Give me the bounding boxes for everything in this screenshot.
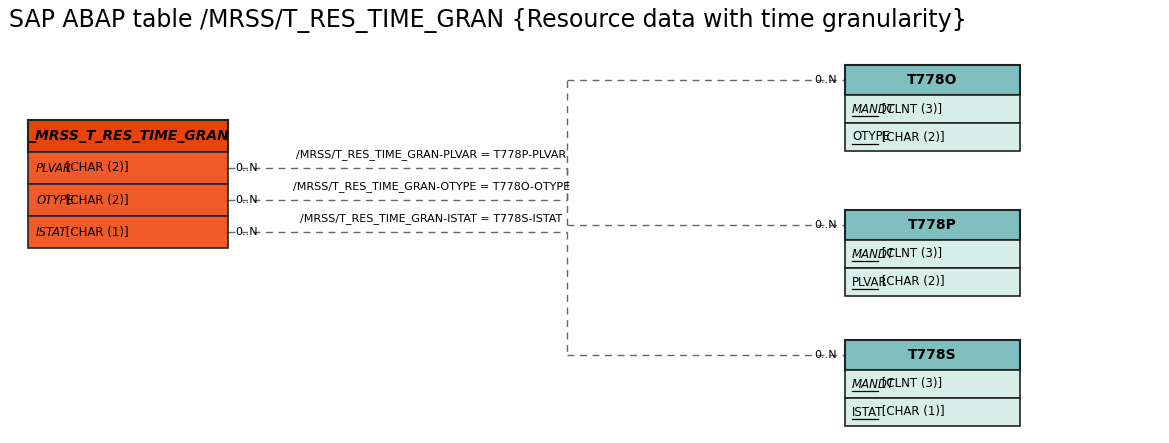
Text: [CLNT (3)]: [CLNT (3)]: [878, 248, 942, 260]
Bar: [844, 398, 1021, 426]
Text: MANDT: MANDT: [852, 248, 895, 260]
Bar: [844, 95, 1021, 123]
Text: [CHAR (2)]: [CHAR (2)]: [878, 276, 945, 288]
Bar: [844, 210, 1021, 240]
Bar: [844, 123, 1021, 151]
Text: [CHAR (2)]: [CHAR (2)]: [878, 131, 945, 144]
Text: ISTAT: ISTAT: [36, 225, 68, 238]
Text: /MRSS/T_RES_TIME_GRAN-OTYPE = T778O-OTYPE: /MRSS/T_RES_TIME_GRAN-OTYPE = T778O-OTYP…: [292, 181, 569, 192]
Text: OTYPE [CHAR (2)]: OTYPE [CHAR (2)]: [852, 131, 956, 144]
Text: 0..N: 0..N: [815, 220, 837, 230]
Text: PLVAR: PLVAR: [852, 276, 887, 288]
Text: MANDT [CLNT (3)]: MANDT [CLNT (3)]: [852, 248, 960, 260]
Text: OTYPE: OTYPE: [36, 194, 74, 206]
Text: [CLNT (3)]: [CLNT (3)]: [878, 102, 942, 116]
Text: [CLNT (3)]: [CLNT (3)]: [878, 377, 942, 390]
Text: OTYPE: OTYPE: [852, 131, 890, 144]
Text: 0..N: 0..N: [235, 163, 258, 173]
Bar: [844, 340, 1021, 370]
Text: _MRSS_T_RES_TIME_GRAN: _MRSS_T_RES_TIME_GRAN: [28, 129, 228, 143]
Text: T778P: T778P: [908, 218, 956, 232]
Text: [CHAR (1)]: [CHAR (1)]: [62, 225, 129, 238]
Bar: [28, 184, 228, 216]
Text: PLVAR [CHAR (2)]: PLVAR [CHAR (2)]: [36, 162, 138, 175]
Text: SAP ABAP table /MRSS/T_RES_TIME_GRAN {Resource data with time granularity}: SAP ABAP table /MRSS/T_RES_TIME_GRAN {Re…: [9, 8, 968, 33]
Text: MANDT: MANDT: [852, 377, 895, 390]
Bar: [844, 240, 1021, 268]
Text: OTYPE [CHAR (2)]: OTYPE [CHAR (2)]: [36, 194, 140, 206]
Bar: [844, 65, 1021, 95]
Text: T778O: T778O: [907, 73, 957, 87]
Bar: [844, 370, 1021, 398]
Text: MANDT [CLNT (3)]: MANDT [CLNT (3)]: [852, 102, 960, 116]
Text: MANDT [CLNT (3)]: MANDT [CLNT (3)]: [852, 377, 960, 390]
Text: ISTAT [CHAR (1)]: ISTAT [CHAR (1)]: [852, 405, 950, 419]
Text: /MRSS/T_RES_TIME_GRAN-ISTAT = T778S-ISTAT: /MRSS/T_RES_TIME_GRAN-ISTAT = T778S-ISTA…: [300, 213, 562, 224]
Text: MANDT: MANDT: [852, 102, 895, 116]
Bar: [844, 268, 1021, 296]
Text: 0..N: 0..N: [235, 227, 258, 237]
Bar: [28, 152, 228, 184]
Text: ISTAT: ISTAT: [852, 405, 884, 419]
Text: PLVAR [CHAR (2)]: PLVAR [CHAR (2)]: [852, 276, 954, 288]
Text: 0..N: 0..N: [235, 195, 258, 205]
Text: 0..N: 0..N: [815, 350, 837, 360]
Text: PLVAR: PLVAR: [36, 162, 72, 175]
Text: T778S: T778S: [908, 348, 956, 362]
Bar: [28, 216, 228, 248]
Text: /MRSS/T_RES_TIME_GRAN-PLVAR = T778P-PLVAR: /MRSS/T_RES_TIME_GRAN-PLVAR = T778P-PLVA…: [296, 149, 566, 160]
Text: [CHAR (2)]: [CHAR (2)]: [62, 194, 129, 206]
Text: ISTAT [CHAR (1)]: ISTAT [CHAR (1)]: [36, 225, 134, 238]
Text: [CHAR (2)]: [CHAR (2)]: [62, 162, 129, 175]
Text: 0..N: 0..N: [815, 75, 837, 85]
Text: [CHAR (1)]: [CHAR (1)]: [878, 405, 945, 419]
Bar: [28, 120, 228, 152]
